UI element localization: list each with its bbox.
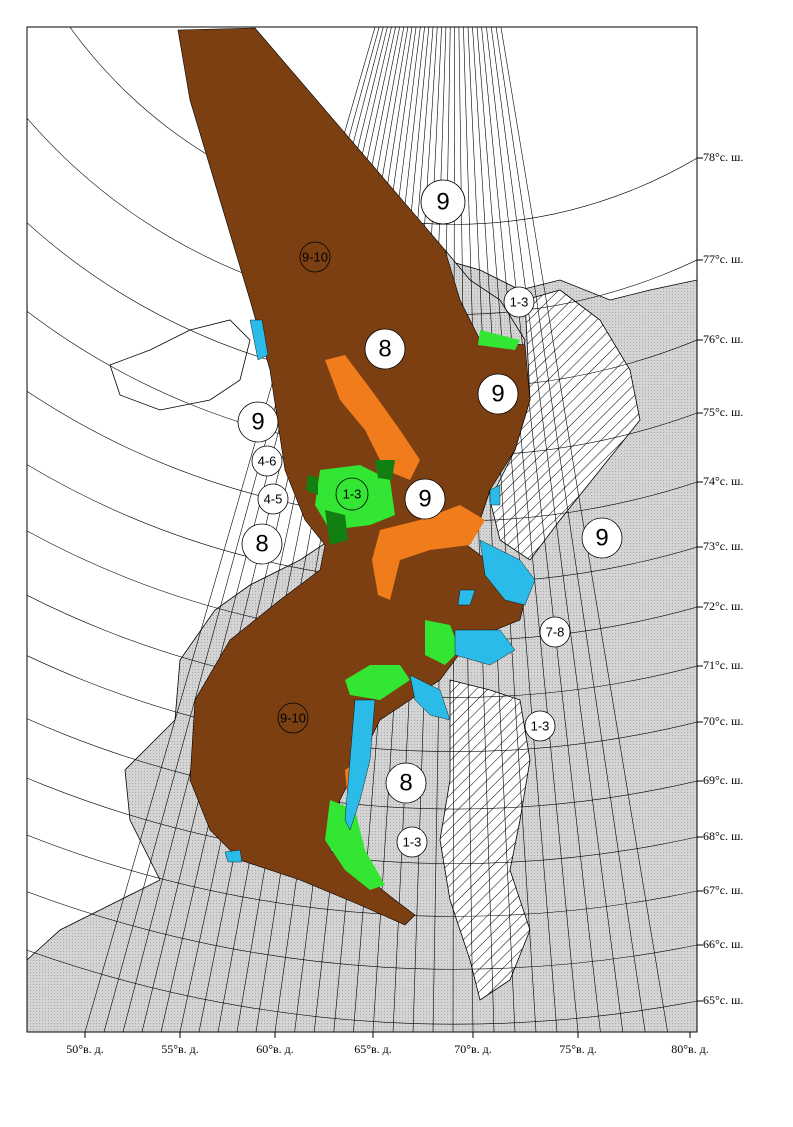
lon-label: 75°в. д. bbox=[559, 1042, 597, 1056]
lat-label: 65°с. ш. bbox=[703, 993, 743, 1007]
meridian-minor bbox=[490, 27, 624, 1032]
lat-label: 71°с. ш. bbox=[703, 658, 743, 672]
label-circle bbox=[364, 328, 406, 370]
ice-label: 8 bbox=[378, 335, 391, 362]
parallel bbox=[27, 594, 697, 698]
ice-label: 9 bbox=[595, 524, 608, 551]
lon-label: 65°в. д. bbox=[354, 1042, 392, 1056]
ice-label: 9-10 bbox=[302, 249, 328, 264]
ice-label: 4-6 bbox=[258, 453, 277, 468]
lat-label: 76°с. ш. bbox=[703, 332, 743, 346]
lat-label: 77°с. ш. bbox=[703, 252, 743, 266]
label-circle bbox=[503, 286, 535, 318]
lat-label: 75°с. ш. bbox=[703, 405, 743, 419]
ice-labels: 9 9-10 1-3 8 9 9 4-6 1-3 9 4-5 8 9 7-8 1-3 9-10 8 1-3 bbox=[237, 179, 623, 858]
lat-label: 67°с. ш. bbox=[703, 883, 743, 897]
franz-josef-land bbox=[109, 319, 251, 411]
lat-label: 66°с. ш. bbox=[703, 937, 743, 951]
ice-label: 1-3 bbox=[403, 834, 422, 849]
ice-label: 1-3 bbox=[531, 718, 550, 733]
lat-label: 73°с. ш. bbox=[703, 539, 743, 553]
meridian-minor bbox=[495, 27, 646, 1032]
label-circle bbox=[420, 179, 466, 225]
lon-label: 50°в. д. bbox=[66, 1042, 104, 1056]
young-ice bbox=[325, 355, 485, 805]
nilas-green bbox=[315, 330, 520, 890]
lat-label: 69°с. ш. bbox=[703, 773, 743, 787]
ice-label: 9 bbox=[251, 408, 264, 435]
ice-label: 1-3 bbox=[343, 486, 362, 501]
nilas-dark bbox=[306, 460, 395, 545]
meridian-minor bbox=[486, 27, 601, 1032]
ice-label: 9-10 bbox=[280, 710, 306, 725]
map-body: 9 9-10 1-3 8 9 9 4-6 1-3 9 4-5 8 9 7-8 1-3 9-10 8 1-3 bbox=[27, 27, 697, 1032]
parallel bbox=[69, 27, 697, 225]
ice-label: 8 bbox=[255, 530, 268, 557]
map-frame bbox=[26, 26, 698, 1033]
graticule-labels: 78°с. ш. 77°с. ш. 76°с. ш. 75°с. ш. 74°с. ш.… bbox=[66, 150, 743, 1056]
label-circle bbox=[257, 483, 289, 515]
lat-label: 72°с. ш. bbox=[703, 599, 743, 613]
lon-label: 55°в. д. bbox=[161, 1042, 199, 1056]
lat-label: 78°с. ш. bbox=[703, 150, 743, 164]
label-circle bbox=[251, 445, 283, 477]
label-circle bbox=[237, 401, 279, 443]
lon-label: 70°в. д. bbox=[454, 1042, 492, 1056]
label-circle bbox=[477, 373, 519, 415]
label-circle bbox=[396, 826, 428, 858]
label-circle bbox=[524, 710, 556, 742]
lat-label: 70°с. ш. bbox=[703, 714, 743, 728]
label-circle bbox=[539, 616, 571, 648]
ice-label: 1-3 bbox=[510, 294, 529, 309]
label-circle bbox=[335, 477, 369, 511]
label-circle bbox=[404, 478, 446, 520]
open-water bbox=[224, 319, 536, 863]
label-circle bbox=[277, 702, 309, 734]
ice-label: 9 bbox=[491, 380, 504, 407]
lon-label: 80°в. д. bbox=[671, 1042, 709, 1056]
ice-label: 7-8 bbox=[546, 624, 565, 639]
ice-label: 9 bbox=[418, 485, 431, 512]
ice-label: 9 bbox=[436, 188, 449, 215]
lat-label: 68°с. ш. bbox=[703, 829, 743, 843]
lat-label: 74°с. ш. bbox=[703, 474, 743, 488]
label-circle bbox=[241, 523, 283, 565]
ice-label: 4-5 bbox=[264, 491, 283, 506]
ice-label: 8 bbox=[399, 769, 412, 796]
label-circle bbox=[299, 241, 331, 273]
label-circle bbox=[385, 762, 427, 804]
label-circle bbox=[581, 517, 623, 559]
lon-label: 60°в. д. bbox=[256, 1042, 294, 1056]
meridian-minor bbox=[500, 27, 668, 1032]
